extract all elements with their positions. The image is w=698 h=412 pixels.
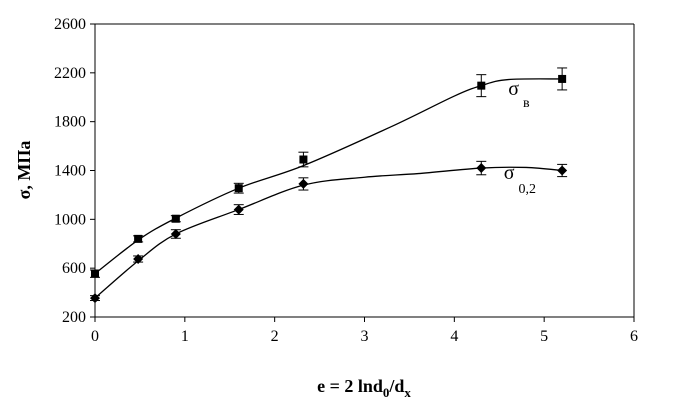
y-tick-label: 200 — [62, 309, 86, 326]
y-tick-label: 2200 — [54, 65, 86, 82]
y-axis-title: σ, МПа — [14, 141, 34, 200]
series-markers — [90, 67, 568, 304]
data-point-diamond — [476, 163, 487, 174]
data-point-square — [477, 81, 486, 90]
data-point-diamond — [233, 204, 244, 215]
x-tick-label: 2 — [271, 328, 279, 345]
data-point-diamond — [133, 254, 144, 265]
series-label-2: σ0,2 — [504, 162, 536, 197]
data-point-square — [91, 269, 99, 278]
x-tick-label: 1 — [181, 328, 189, 345]
x-tick-label: 4 — [450, 328, 458, 345]
data-point-square — [299, 155, 308, 164]
y-tick-label: 1400 — [54, 163, 86, 180]
x-tick-label: 3 — [361, 328, 369, 345]
x-axis-title: e = 2 lnd0/dx — [317, 376, 411, 400]
data-point-square — [171, 214, 180, 223]
y-tick-label: 600 — [62, 260, 86, 277]
x-tick-label: 6 — [630, 328, 638, 345]
series-curves — [94, 78, 563, 299]
data-point-square — [134, 234, 143, 243]
y-tick-label: 1000 — [54, 211, 86, 228]
axes: 200 600 1000 1400 1800 2200 2600 0 1 2 3 4 5 6 — [54, 16, 638, 345]
data-point-diamond — [557, 165, 568, 176]
x-tick-label: 0 — [91, 328, 99, 345]
y-tick-label: 2600 — [54, 16, 86, 33]
data-point-diamond — [90, 293, 100, 304]
series-label-1: σв — [508, 78, 530, 111]
data-point-square — [558, 74, 567, 83]
series-line-2 — [94, 166, 563, 299]
series-labels: σв σ0,2 — [504, 78, 536, 197]
data-point-diamond — [170, 228, 181, 239]
y-tick-label: 1800 — [54, 114, 86, 131]
series-line-1 — [94, 78, 563, 275]
x-tick-label: 5 — [540, 328, 548, 345]
data-point-diamond — [298, 178, 309, 189]
data-point-square — [234, 184, 243, 193]
